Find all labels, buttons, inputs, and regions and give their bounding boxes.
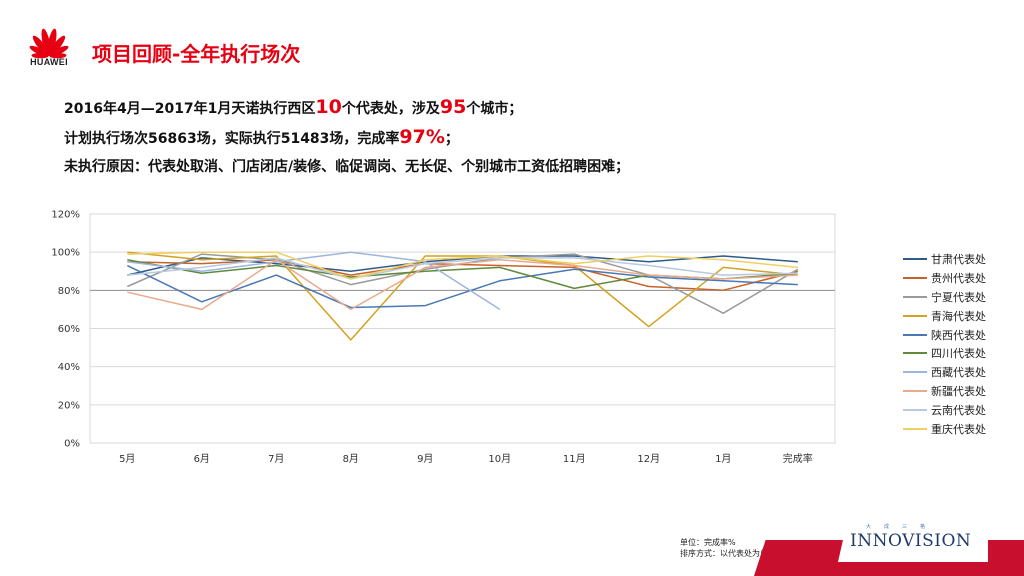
legend-swatch	[903, 333, 927, 336]
x-tick-label: 完成率	[783, 452, 813, 465]
footer-note: 单位：完成率% 排序方式：以代表处为单位	[680, 537, 776, 559]
x-tick-label: 5月	[119, 453, 135, 465]
legend-label: 新疆代表处	[931, 384, 986, 398]
legend-item: 甘肃代表处	[903, 250, 986, 269]
legend-label: 宁夏代表处	[931, 290, 986, 304]
y-tick-label: 100%	[51, 248, 80, 259]
legend-swatch	[903, 389, 927, 392]
series-line	[127, 251, 798, 341]
y-tick-label: 40%	[58, 362, 80, 373]
partner-subtitle: 大成三格	[866, 524, 939, 530]
legend-swatch	[903, 352, 927, 355]
legend-item: 四川代表处	[903, 344, 986, 363]
summary-line-1: 2016年4月—2017年1月天诺执行西区10个代表处，涉及95个城市；	[64, 96, 523, 118]
y-tick-label: 0%	[64, 439, 80, 450]
series-line	[127, 255, 798, 276]
x-tick-label: 7月	[268, 453, 284, 465]
legend-label: 贵州代表处	[931, 272, 986, 286]
legend-swatch	[903, 314, 927, 317]
legend-swatch	[903, 258, 927, 261]
series-line	[127, 259, 798, 311]
legend-item: 重庆代表处	[903, 419, 986, 438]
x-tick-label: 9月	[417, 453, 433, 465]
legend-item: 贵州代表处	[903, 269, 986, 288]
x-tick-label: 1月	[715, 453, 731, 465]
y-tick-label: 20%	[58, 400, 80, 411]
y-tick-label: 120%	[51, 210, 80, 221]
summary-line-3: 未执行原因：代表处取消、门店闭店/装修、临促调岗、无长促、个别城市工资低招聘困难…	[64, 159, 630, 175]
series-line	[127, 257, 798, 280]
x-tick-label: 11月	[563, 453, 586, 465]
series-line	[127, 251, 798, 280]
legend-swatch	[903, 295, 927, 298]
x-tick-label: 12月	[637, 453, 660, 465]
legend-item: 青海代表处	[903, 306, 986, 325]
legend-label: 陕西代表处	[931, 328, 986, 342]
x-tick-label: 6月	[194, 453, 210, 465]
x-tick-label: 10月	[488, 453, 511, 465]
summary-line-2: 计划执行场次56863场，实际执行51483场，完成率97%；	[64, 126, 459, 148]
legend-label: 重庆代表处	[931, 422, 986, 436]
unit-note: 单位：完成率%	[680, 538, 736, 547]
partner-logo-bg	[838, 522, 988, 562]
legend-swatch	[903, 371, 927, 374]
series-line	[127, 251, 501, 311]
legend-label: 甘肃代表处	[931, 253, 986, 267]
brand-name: HUAWEI	[30, 57, 68, 67]
series-line	[126, 264, 798, 309]
legend-item: 新疆代表处	[903, 382, 986, 401]
legend-label: 四川代表处	[931, 347, 986, 361]
legend-swatch	[903, 277, 927, 280]
x-tick-label: 8月	[343, 453, 359, 465]
partner-logo: INNOVISION	[850, 531, 972, 551]
y-tick-label: 60%	[58, 324, 80, 335]
huawei-flower-icon	[29, 28, 69, 59]
legend-swatch	[903, 408, 927, 411]
legend-item: 陕西代表处	[903, 325, 986, 344]
legend-label: 云南代表处	[931, 403, 986, 417]
y-tick-label: 80%	[58, 286, 80, 297]
legend-item: 宁夏代表处	[903, 288, 986, 307]
series-line	[127, 259, 798, 292]
legend-swatch	[903, 427, 927, 430]
legend-item: 云南代表处	[903, 400, 986, 419]
legend-label: 西藏代表处	[931, 366, 986, 380]
legend-label: 青海代表处	[931, 309, 986, 323]
page-title: 项目回顾-全年执行场次	[92, 42, 301, 66]
legend-item: 西藏代表处	[903, 363, 986, 382]
chart-legend: 甘肃代表处贵州代表处宁夏代表处青海代表处陕西代表处四川代表处西藏代表处新疆代表处…	[903, 250, 986, 438]
sort-note: 排序方式：以代表处为单位	[680, 549, 776, 558]
summary-text: 2016年4月—2017年1月天诺执行西区10个代表处，涉及95个城市； 计划执…	[64, 92, 629, 182]
